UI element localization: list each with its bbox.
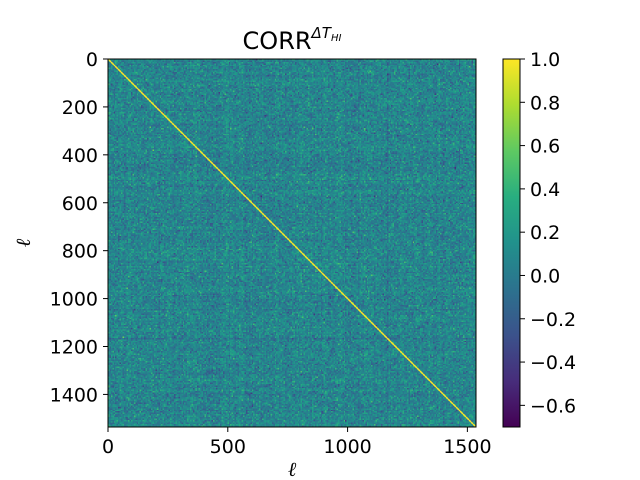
colorbar-tick-label: 0.6: [530, 136, 560, 158]
y-tick-label: 1200: [50, 337, 98, 359]
y-tick-label: 800: [62, 241, 98, 263]
colorbar-tick-label: −0.6: [530, 395, 576, 417]
colorbar-tick-label: 0.8: [530, 92, 560, 114]
y-tick-label: 1400: [50, 384, 98, 406]
chart-title: CORRΔTHI: [243, 24, 342, 55]
y-tick-label: 1000: [50, 289, 98, 311]
colorbar-tick-label: 0.4: [530, 179, 560, 201]
colorbar-gradient: [502, 58, 521, 428]
colorbar-tick-label: −0.4: [530, 352, 576, 374]
y-tick-label: 200: [62, 97, 98, 119]
y-axis-label: ℓ: [11, 238, 35, 247]
x-tick-label: 1000: [323, 436, 371, 458]
x-axis-label: ℓ: [288, 457, 297, 480]
colorbar-ticks: 1.0 0.8 0.6 0.4 0.2 0.0 −0.2 −0.4 −0.6: [520, 49, 576, 417]
heatmap-plot-area: [107, 58, 477, 428]
colorbar-tick-label: −0.2: [530, 309, 576, 331]
colorbar-tick-label: 1.0: [530, 49, 560, 71]
plot-frame: [107, 58, 477, 428]
x-tick-label: 500: [210, 436, 246, 458]
y-axis-ticks: 0 200 400 600 800 1000 1200 1400: [50, 49, 108, 406]
colorbar-tick-label: 0.0: [530, 265, 560, 287]
y-tick-label: 0: [86, 49, 98, 71]
y-tick-label: 400: [62, 145, 98, 167]
x-tick-label: 1500: [443, 436, 491, 458]
colorbar: 1.0 0.8 0.6 0.4 0.2 0.0 −0.2 −0.4 −0.6: [502, 49, 576, 428]
x-tick-label: 0: [102, 436, 114, 458]
x-axis-ticks: 0 500 1000 1500: [102, 427, 492, 458]
colorbar-tick-label: 0.2: [530, 222, 560, 244]
y-tick-label: 600: [62, 193, 98, 215]
heatmap-diagonal: [107, 58, 477, 428]
